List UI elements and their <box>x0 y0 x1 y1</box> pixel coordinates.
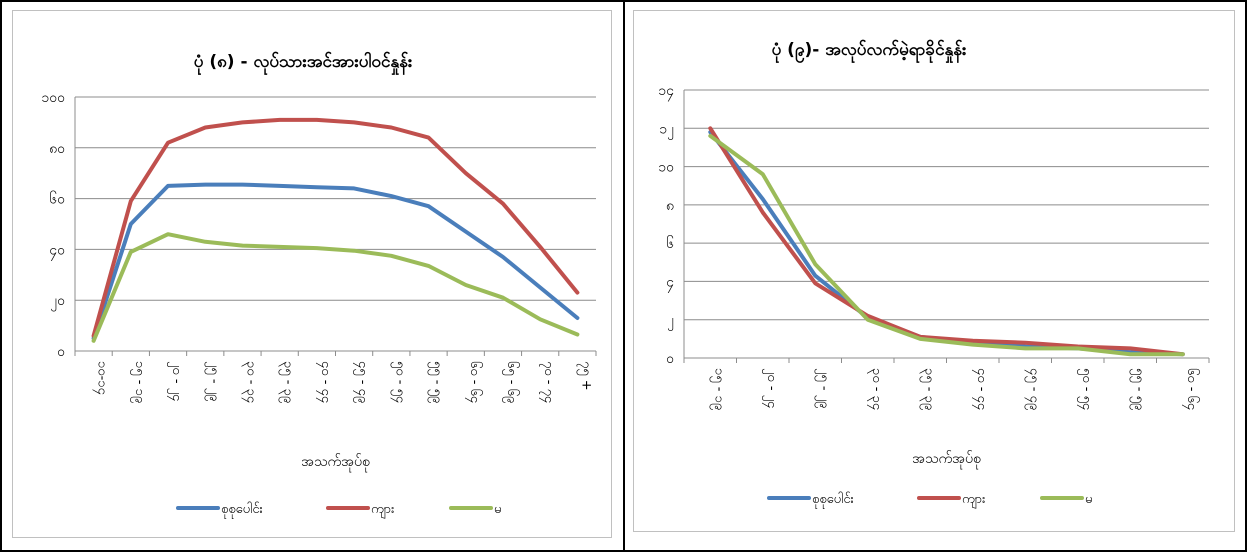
y-tick-label: ၄၀ <box>49 242 65 260</box>
chart-title: ပုံ (၉)- အလုပ်လက်မဲ့ရာခိုင်နှုန်း <box>772 39 968 64</box>
x-tick-label: ၁၅ - ၁၉ <box>130 361 147 403</box>
x-tick-label: ၃၅ - ၃၉ <box>919 368 936 410</box>
x-tick-label: ၆၅ - ၆၉ <box>502 361 520 403</box>
y-tick-label: ၆၀ <box>49 192 65 208</box>
chart-participation: ပုံ (၈) - လုပ်သားအင်အားပါဝင်နှုန်း၀၂၀၄၀၆… <box>41 50 597 519</box>
chart-panel-unemployment: ပုံ (၉)- အလုပ်လက်မဲ့ရာခိုင်နှုန်း၀ ၂ ၄ ၆ ၈ ၁၀… <box>633 10 1235 532</box>
series-line-1 <box>91 182 580 341</box>
chart-title: ပုံ (၈) - လုပ်သားအင်အားပါဝင်နှုန်း <box>194 50 413 76</box>
legend-label: မ <box>1085 492 1092 507</box>
chart-unemployment: ပုံ (၉)- အလုပ်လက်မဲ့ရာခိုင်နှုန်း၀ ၂ ၄ ၆ ၈ ၁၀… <box>658 39 1210 509</box>
x-tick-label: ၃၅ - ၃၉ <box>279 361 296 403</box>
x-tick-label: ၆၀ - ၆၄ <box>1182 368 1200 411</box>
series-line-3 <box>708 133 1185 357</box>
x-tick-label: ၇၅ + <box>576 361 593 391</box>
x-tick-label: ၅၀ - ၅၄ <box>390 361 407 404</box>
x-tick-label: ၅၅ - ၅၉ <box>428 361 445 403</box>
x-tick-label: ၄၀ - ၄၄ <box>972 368 989 411</box>
legend-label: မ <box>494 502 501 517</box>
x-tick-label: ၂၅ - ၂၉ <box>204 361 221 401</box>
x-tick-label: ၇၀ - ၇၄ <box>539 361 556 404</box>
y-tick-label: ၄ <box>666 274 674 292</box>
series-line-3 <box>91 232 580 343</box>
y-tick-label: ၀ <box>57 344 65 360</box>
x-tick-label: ၃၀ - ၃၄ <box>241 361 258 404</box>
x-tick-label: ၂၅ - ၂၉ <box>814 368 831 408</box>
y-tick-label: ၈ <box>666 198 674 214</box>
y-tick-label: ၈၀ <box>49 141 65 157</box>
series-line-2 <box>91 117 580 338</box>
x-tick-label: ၄၅ - ၄၉ <box>1024 368 1041 410</box>
y-tick-label: ၁၀၀ <box>41 90 65 106</box>
legend-label: ကျား <box>962 492 985 509</box>
x-tick-label: ၄၅ - ၄၉ <box>353 361 370 403</box>
legend-label: ကျား <box>371 502 394 519</box>
table-border-right <box>1245 0 1247 552</box>
x-tick-label: ၆၀ - ၆၄ <box>465 361 483 404</box>
y-tick-label: ၂၀ <box>50 293 65 311</box>
y-tick-label: ၁၀ <box>658 160 674 176</box>
y-tick-label: ၂ <box>667 313 674 331</box>
y-tick-label: ၁၂ <box>659 121 674 139</box>
x-tick-label: ၄၀ - ၄၄ <box>316 361 333 404</box>
x-axis-label: အသက်အုပ်စု <box>912 451 981 469</box>
x-tick-label: ၅၀ - ၅၄ <box>1077 368 1094 411</box>
table-border-left <box>0 0 2 552</box>
x-tick-label: ၂၀ - ၂၄ <box>167 361 184 402</box>
series-line-2 <box>708 126 1185 357</box>
x-tick-label: ၃၀ - ၃၄ <box>867 368 884 411</box>
table-border-mid <box>623 0 625 552</box>
y-tick-label: ၆ <box>666 236 674 252</box>
x-tick-label: ၅၅ - ၅၉ <box>1129 368 1146 410</box>
x-tick-label: ၂၀ - ၂၄ <box>762 368 779 409</box>
x-tick-label: ၁၅ - ၁၉ <box>709 368 726 410</box>
y-tick-label: ၁၄ <box>658 83 674 101</box>
chart-panel-participation: ပုံ (၈) - လုပ်သားအင်အားပါဝင်နှုန်း၀၂၀ ၄၀၆… <box>12 10 612 538</box>
legend-label: စုစုပေါင်း <box>812 491 854 509</box>
legend-label: စုစုပေါင်း <box>221 501 263 519</box>
x-tick-label: ၁၀-၁၄ <box>93 361 110 396</box>
y-tick-label: ၀ <box>666 351 674 367</box>
x-axis-label: အသက်အုပ်စု <box>301 454 370 472</box>
